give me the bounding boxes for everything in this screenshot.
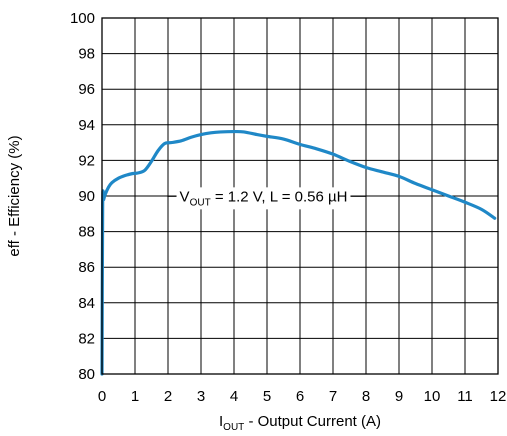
plot-border	[101, 17, 499, 375]
y-tick-label: 82	[78, 330, 95, 347]
x-tick-label: 6	[296, 388, 304, 405]
y-tick-label: 86	[78, 259, 95, 276]
x-tick-label: 0	[98, 388, 106, 405]
y-tick-label: 92	[78, 152, 95, 169]
y-tick-label: 80	[78, 366, 95, 383]
grid-lines	[101, 17, 499, 375]
x-tick-label: 11	[457, 388, 473, 405]
annotation-background	[176, 187, 351, 210]
x-tick-label: 2	[164, 388, 172, 405]
y-tick-label: 84	[78, 295, 95, 312]
x-tick-label: 12	[490, 388, 507, 405]
x-tick-label: 3	[197, 388, 205, 405]
x-tick-label: 4	[230, 388, 238, 405]
x-tick-label: 9	[395, 388, 403, 405]
annotation-label: VOUT = 1.2 V, L = 0.56 µH	[180, 188, 348, 208]
x-tick-label: 1	[131, 388, 139, 405]
x-axis-title: IOUT - Output Current (A)	[219, 413, 381, 433]
y-axis-title: eff - Efficiency (%)	[6, 135, 23, 256]
y-tick-label: 96	[78, 81, 95, 98]
y-tick-label: 98	[78, 46, 95, 63]
y-tick-labels: 80 82 84 86 88 90 92 94 96 98 100	[70, 10, 95, 383]
y-tick-label: 88	[78, 224, 95, 241]
x-tick-label: 10	[424, 388, 441, 405]
efficiency-series-line	[100, 129, 497, 376]
y-tick-label: 90	[78, 188, 95, 205]
y-tick-label: 94	[78, 117, 95, 134]
x-tick-labels: 0 1 2 3 4 5 6 7 8 9 10 11 12	[98, 388, 507, 405]
x-tick-label: 5	[263, 388, 271, 405]
x-tick-label: 7	[329, 388, 337, 405]
annotation: VOUT = 1.2 V, L = 0.56 µH	[167, 187, 366, 210]
x-tick-label: 8	[362, 388, 370, 405]
y-tick-label: 100	[70, 10, 95, 27]
